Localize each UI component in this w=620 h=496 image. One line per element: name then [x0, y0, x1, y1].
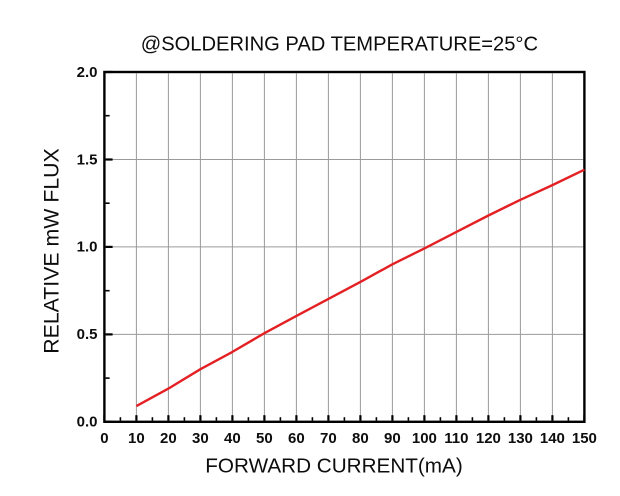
svg-text:40: 40	[224, 430, 241, 447]
svg-text:60: 60	[288, 430, 305, 447]
svg-text:130: 130	[508, 430, 533, 447]
svg-text:@SOLDERING PAD TEMPERATURE=25°: @SOLDERING PAD TEMPERATURE=25°C	[141, 34, 538, 56]
svg-text:0.5: 0.5	[77, 326, 98, 343]
svg-text:150: 150	[572, 430, 597, 447]
svg-text:80: 80	[352, 430, 369, 447]
svg-text:100: 100	[412, 430, 437, 447]
svg-text:70: 70	[320, 430, 337, 447]
svg-text:110: 110	[444, 430, 468, 447]
svg-text:90: 90	[384, 430, 401, 447]
svg-text:1.5: 1.5	[77, 151, 98, 168]
svg-text:FORWARD CURRENT(mA): FORWARD CURRENT(mA)	[205, 455, 462, 478]
svg-text:1.0: 1.0	[77, 239, 98, 256]
svg-text:0.0: 0.0	[77, 414, 98, 431]
svg-text:50: 50	[256, 430, 273, 447]
svg-text:30: 30	[192, 430, 209, 447]
svg-text:RELATIVE mW FLUX: RELATIVE mW FLUX	[40, 148, 64, 354]
svg-text:120: 120	[476, 430, 501, 447]
svg-text:140: 140	[540, 430, 565, 447]
svg-text:2.0: 2.0	[77, 64, 98, 81]
svg-text:0: 0	[100, 430, 108, 447]
svg-text:20: 20	[160, 430, 177, 447]
svg-text:10: 10	[128, 430, 145, 447]
